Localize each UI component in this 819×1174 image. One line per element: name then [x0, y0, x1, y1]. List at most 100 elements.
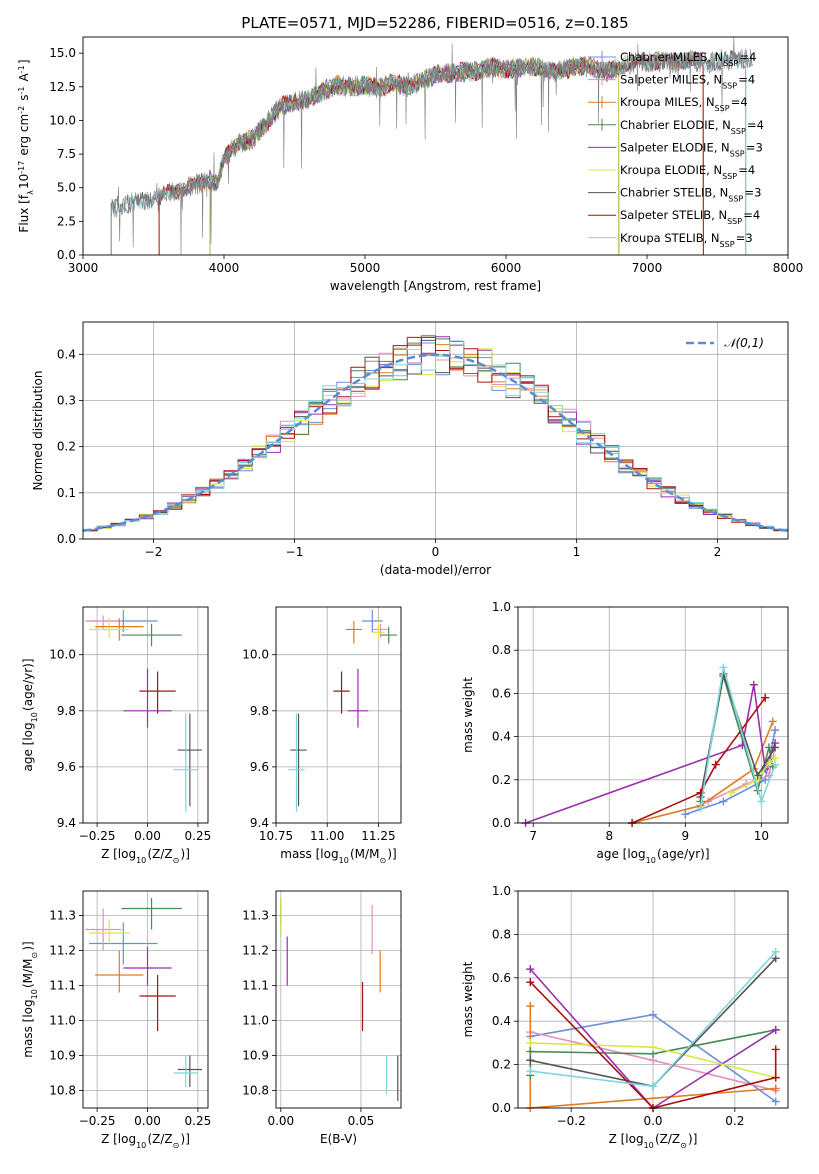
weight-marker [681, 810, 690, 819]
weight-series [696, 672, 777, 806]
data-point [173, 1055, 198, 1087]
y-tick-label: 0.0 [492, 816, 511, 830]
y-tick-label: 0.0 [57, 532, 76, 546]
weight-marker [696, 803, 705, 812]
y-tick-label: 11.2 [49, 944, 76, 958]
x-tick-label: −0.25 [79, 829, 116, 843]
x-tick-label: 3000 [68, 261, 99, 275]
x-tick-label: −1 [286, 545, 304, 559]
data-point [177, 713, 202, 807]
weight-line [631, 721, 774, 824]
data-point [362, 609, 383, 633]
x-tick-label: −2 [145, 545, 163, 559]
y-tick-label: 11.2 [242, 944, 269, 958]
legend-item: Kroupa ELODIE, NSSP =4 [588, 163, 755, 181]
weight-marker [771, 760, 780, 769]
x-tick-label: −0.25 [79, 1114, 116, 1128]
y-tick-label: 0.4 [57, 347, 76, 361]
data-point [177, 1055, 202, 1087]
y-tick-label: 0.8 [492, 643, 511, 657]
x-tick-label: 0.00 [267, 1114, 294, 1128]
x-tick-label: 7000 [632, 261, 663, 275]
legend-item: Chabrier MILES, NSSP =4 [588, 50, 756, 68]
data-spectrum [110, 37, 753, 255]
weight-line [529, 981, 777, 1109]
axes-frame [82, 890, 209, 1109]
y-axis-label: age [log10 (age/yr)] [21, 658, 39, 771]
weight-marker [526, 1002, 535, 1011]
data-point [345, 621, 363, 644]
legend-label: Chabrier STELIB, NSSP =3 [620, 186, 761, 204]
axes-age_vs_mass: 10.75 11.00 11.25 9.4 9.6 9.8 10.0 mass [log10 … [242, 606, 402, 865]
y-tick-label: 0.8 [492, 927, 511, 941]
x-axis-label: wavelength [Angstrom, rest frame] [330, 279, 541, 293]
y-tick-label: 9.6 [57, 760, 76, 774]
data-point [85, 908, 122, 951]
weight-marker [526, 1056, 535, 1065]
weight-marker [771, 1097, 780, 1106]
weight-marker [771, 1073, 780, 1082]
weight-marker [768, 717, 777, 726]
weight-marker [649, 1043, 657, 1052]
weight-marker [771, 1084, 780, 1093]
y-tick-label: 10.8 [242, 1084, 269, 1098]
x-axis-label: Z [log10 (Z/Z⊙ )] [101, 847, 190, 865]
legend-label: Chabrier ELODIE, NSSP =4 [620, 118, 764, 136]
x-tick-label: 0.25 [185, 829, 212, 843]
y-axis-label: mass weight [461, 961, 475, 1037]
y-tick-label: 7.5 [57, 147, 76, 161]
data-point [123, 947, 172, 986]
legend-label: Salpeter STELIB, NSSP =4 [620, 208, 760, 226]
y-tick-label: 0.4 [492, 730, 511, 744]
legend-item: 𝒩(0,1) [686, 336, 764, 350]
legend-item: Salpeter STELIB, NSSP =4 [588, 208, 760, 226]
x-tick-label: 6000 [491, 261, 522, 275]
x-tick-label: 10.75 [259, 829, 293, 843]
y-tick-label: 5.0 [57, 181, 76, 195]
y-tick-label: 0.0 [492, 1101, 511, 1115]
axes-frame [275, 606, 402, 824]
data-point [85, 615, 122, 630]
y-axis-label: mass weight [461, 677, 475, 753]
y-tick-label: 9.8 [250, 704, 269, 718]
weight-marker [649, 1010, 657, 1019]
x-tick-label: 2 [714, 545, 722, 559]
axes-weight_vs_age: 7 8 9 10 0.0 0.2 0.4 0.6 0.8 1.0 age [log10 (age/y… [461, 600, 789, 865]
y-tick-label: 12.5 [49, 80, 76, 94]
legend-item: Salpeter ELODIE, NSSP =3 [588, 140, 763, 158]
weight-marker [757, 797, 766, 806]
y-tick-label: 0.3 [57, 393, 76, 407]
axes-frame [82, 321, 789, 540]
x-axis-label: (data-model)/error [380, 563, 491, 577]
x-axis-label: age [log10 (age/yr)] [596, 847, 709, 865]
legend-item: Chabrier STELIB, NSSP =3 [588, 186, 761, 204]
legend-item: Kroupa STELIB, NSSP =3 [588, 231, 753, 249]
data-point [139, 975, 176, 1031]
axes-age_vs_Z: −0.25 0.00 0.25 9.4 9.6 9.8 10.0 Z [log10 (Z/Z⊙… [21, 606, 212, 865]
legend-label: Kroupa STELIB, NSSP =3 [620, 231, 753, 249]
y-axis-label: Normed distribution [31, 371, 45, 491]
weight-series [521, 680, 780, 827]
weight-marker [526, 1047, 535, 1056]
y-tick-label: 2.5 [57, 214, 76, 228]
weight-series [696, 663, 780, 812]
histogram-step [83, 340, 788, 533]
weight-line [525, 684, 776, 824]
y-tick-label: 9.4 [57, 816, 76, 830]
chart-title: PLATE=0571, MJD=52286, FIBERID=0516, z=0… [241, 14, 628, 32]
x-tick-label: 0.00 [134, 829, 161, 843]
spectrum-plot [110, 37, 753, 255]
axes-mass_vs_EBV: 0.00 0.05 10.8 10.9 11.0 11.1 11.2 11.3 E(B-V) [242, 890, 402, 1146]
x-tick-label: 0.25 [185, 1114, 212, 1128]
legend-label: 𝒩(0,1) [724, 336, 764, 350]
weight-series [726, 754, 780, 797]
y-tick-label: 0.0 [57, 248, 76, 262]
weight-marker [771, 743, 780, 752]
y-tick-label: 11.0 [49, 1014, 76, 1028]
y-tick-label: 0.2 [492, 773, 511, 787]
data-point [89, 618, 130, 638]
x-tick-label: −0.2 [557, 1114, 586, 1128]
y-tick-label: 11.3 [49, 909, 76, 923]
